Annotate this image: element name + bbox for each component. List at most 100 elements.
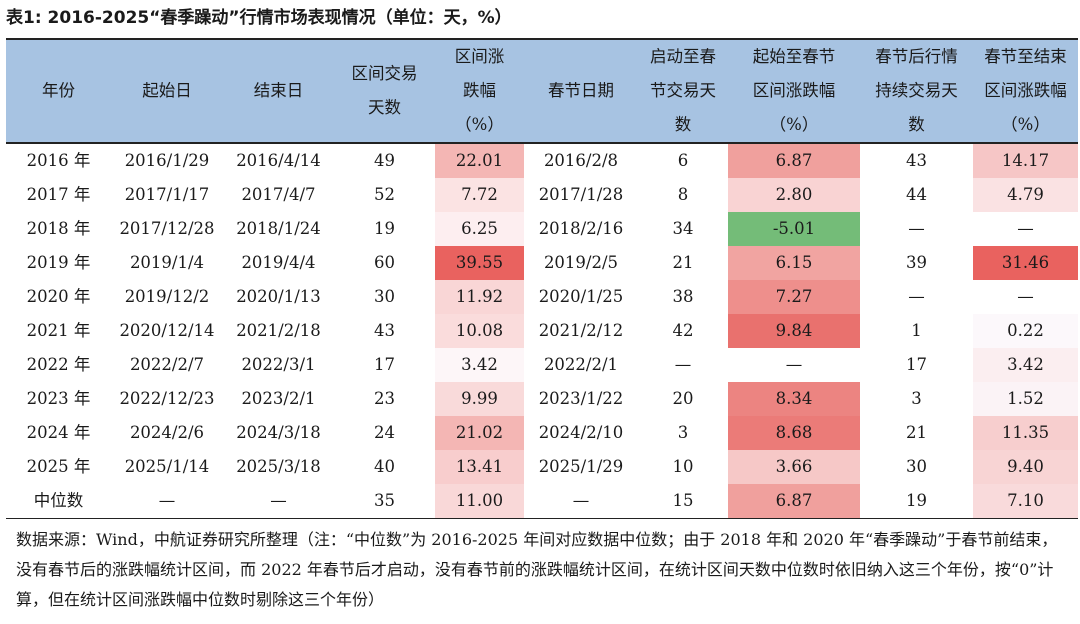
table-cell: 6.15: [728, 246, 860, 280]
table-cell: 4.79: [973, 178, 1078, 212]
table-cell: 34: [672, 219, 694, 238]
table-cell: 1: [911, 321, 922, 340]
column-header-line: 春节日期: [548, 81, 614, 100]
table-cell: 15: [638, 484, 728, 519]
table-cell: -5.01: [728, 212, 860, 246]
table-cell: 30: [374, 287, 395, 306]
table-cell: 23: [374, 389, 395, 408]
table-cell: 52: [374, 185, 395, 204]
table-cell: 2018/2/16: [538, 219, 624, 238]
table-cell: 2019/12/2: [124, 287, 210, 306]
table-cell: 49: [374, 151, 395, 170]
table-cell: 2024/2/10: [538, 423, 624, 442]
table-cell: 2024/3/18: [236, 423, 321, 442]
table-cell: 31.46: [973, 246, 1078, 280]
table-cell: 2018 年: [26, 219, 91, 238]
table-cell: 2022/3/1: [241, 355, 316, 374]
table-cell: 2025/1/29: [538, 457, 624, 476]
table-row: 2025 年 2025/1/14 2025/3/18 40 13.41 2025/1/29…: [6, 450, 1078, 484]
column-header-line: 启动至春: [650, 47, 716, 66]
table-header-row: 年份 起始日 结束日 区间交易 天数 区间涨 跌幅 （%） 春节日期 启动至春 节交易天数起始至春节…: [6, 38, 1078, 144]
column-header-line: 起始日: [142, 81, 192, 100]
table-cell: 35: [334, 484, 435, 519]
table-cell: 38: [672, 287, 694, 306]
table-cell: —: [524, 484, 638, 519]
column-header-line: 春节后行情: [875, 47, 958, 66]
table-cell: 60: [374, 253, 395, 272]
table-cell: 3: [911, 389, 922, 408]
table-cell: 21: [906, 423, 927, 442]
table-cell: 7.27: [728, 280, 860, 314]
table-cell: 2018/1/24: [236, 219, 321, 238]
table-cell: 2016/1/29: [124, 151, 210, 170]
table-cell: 2017/1/17: [124, 185, 210, 204]
table-cell: —: [728, 348, 860, 382]
column-header-line: 区间涨跌幅: [984, 81, 1067, 100]
column-header-line: 数: [674, 115, 692, 134]
table-cell: 2025 年: [26, 457, 91, 476]
table-cell: 2017/1/28: [538, 185, 624, 204]
table-cell: 11.00: [435, 484, 524, 519]
table-cell: 2016/2/8: [543, 151, 619, 170]
table-cell: 8.34: [728, 382, 860, 416]
table-cell: 40: [374, 457, 395, 476]
source-note: 数据来源：Wind，中航证券研究所整理（注：“中位数”为 2016-2025 年…: [16, 530, 1058, 609]
column-header: 春节至结束 区间涨跌幅 （%）: [973, 38, 1078, 144]
column-header-line: （%）: [769, 115, 819, 134]
table-row: 2019 年 2019/1/4 2019/4/4 60 39.55 2019/2/5 21 6…: [6, 246, 1078, 280]
table-cell: 1.52: [973, 382, 1078, 416]
table-cell: —: [908, 287, 925, 306]
column-header: 区间涨跌幅 （%）: [435, 38, 524, 144]
table-cell: 8.68: [728, 416, 860, 450]
table-cell: 2024 年: [26, 423, 91, 442]
column-header-line: 区间涨跌幅: [752, 81, 836, 100]
column-header-line: （%）: [455, 115, 504, 134]
column-header-line: 起始至春节: [752, 47, 836, 66]
column-header-line: 区间交易: [351, 64, 418, 83]
table-cell: —: [973, 212, 1078, 246]
table-cell: 2016 年: [26, 151, 91, 170]
table-cell: 6.25: [435, 212, 524, 246]
table-row: 2016 年 2016/1/29 2016/4/14 49 22.01 2016/2/8 6…: [6, 143, 1078, 178]
table-cell: 17: [374, 355, 395, 374]
table-cell: 2023/1/22: [538, 389, 624, 408]
table-cell: 2020/1/13: [236, 287, 321, 306]
table-cell: 2021/2/18: [236, 321, 321, 340]
table-cell: 8: [677, 185, 689, 204]
table-cell: 2022/12/23: [119, 389, 215, 408]
column-header-line: 区间涨: [454, 47, 505, 66]
table-cell: 2017 年: [26, 185, 91, 204]
table-cell: 3.66: [728, 450, 860, 484]
table-cell: 20: [672, 389, 694, 408]
table-cell: 10.08: [435, 314, 524, 348]
table-cell: 2.80: [728, 178, 860, 212]
column-header-line: 跌幅: [463, 81, 496, 100]
column-header: 结束日: [223, 38, 334, 144]
table-cell: 2019/4/4: [241, 253, 316, 272]
table-cell: 2016/4/14: [236, 151, 321, 170]
table-cell: 43: [374, 321, 395, 340]
table-cell: 2017/4/7: [241, 185, 316, 204]
table-cell: 42: [672, 321, 694, 340]
table-cell: 39: [906, 253, 927, 272]
table-cell: 6.87: [728, 484, 860, 519]
table-cell: 30: [906, 457, 927, 476]
table-cell: 中位数: [6, 484, 111, 519]
table-cell: 3: [677, 423, 689, 442]
column-header: 年份: [6, 38, 111, 144]
table-cell: 6: [677, 151, 689, 170]
column-header-line: 结束日: [253, 81, 304, 100]
column-header-line: 春节至结束: [984, 47, 1067, 66]
column-header-line: 节交易天: [650, 81, 716, 100]
table-cell: 2020/12/14: [119, 321, 215, 340]
table-cell: 44: [906, 185, 927, 204]
table-cell: —: [223, 484, 334, 519]
table-cell: 2024/2/6: [129, 423, 205, 442]
table-cell: 11.35: [973, 416, 1078, 450]
table-row: 2024 年 2024/2/6 2024/3/18 24 21.02 2024/2/10 3…: [6, 416, 1078, 450]
table-cell: 2019/2/5: [543, 253, 619, 272]
column-header: 起始至春节区间涨跌幅 （%）: [728, 38, 860, 144]
table-cell: 3.42: [435, 348, 524, 382]
table-cell: 2023/2/1: [241, 389, 316, 408]
table-cell: 6.87: [728, 143, 860, 178]
